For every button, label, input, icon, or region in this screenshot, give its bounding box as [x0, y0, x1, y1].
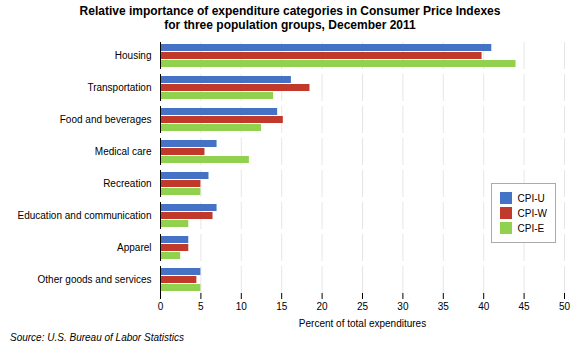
svg-text:15: 15 — [276, 301, 288, 312]
svg-text:Medical care: Medical care — [95, 146, 152, 157]
svg-text:0: 0 — [158, 301, 164, 312]
svg-text:25: 25 — [357, 301, 369, 312]
html-text:CPI-W: CPI-W — [517, 207, 547, 219]
html-text:Source: U.S. Bureau of Labor S: Source: U.S. Bureau of Labor Statistics — [10, 332, 184, 343]
svg-text:Apparel: Apparel — [117, 242, 151, 253]
html-text:CPI-E: CPI-E — [517, 222, 545, 234]
svg-text:45: 45 — [519, 301, 531, 312]
svg-text:Food and beverages: Food and beverages — [60, 114, 152, 125]
svg-text:Education and communication: Education and communication — [18, 210, 152, 221]
html-text:CPI-U: CPI-U — [517, 192, 545, 204]
svg-text:50: 50 — [559, 301, 571, 312]
svg-text:20: 20 — [317, 301, 329, 312]
svg-text:30: 30 — [397, 301, 409, 312]
svg-text:Other goods and services: Other goods and services — [38, 274, 152, 285]
svg-text:Housing: Housing — [115, 50, 152, 61]
svg-text:35: 35 — [438, 301, 450, 312]
svg-text:Transportation: Transportation — [87, 82, 151, 93]
svg-text:10: 10 — [236, 301, 248, 312]
svg-text:Percent of total expenditures: Percent of total expenditures — [299, 318, 426, 329]
html-text:Relative importance of expendi: Relative importance of expenditure categ… — [79, 4, 501, 32]
svg-text:5: 5 — [198, 301, 204, 312]
svg-text:40: 40 — [478, 301, 490, 312]
svg-text:Recreation: Recreation — [103, 178, 151, 189]
